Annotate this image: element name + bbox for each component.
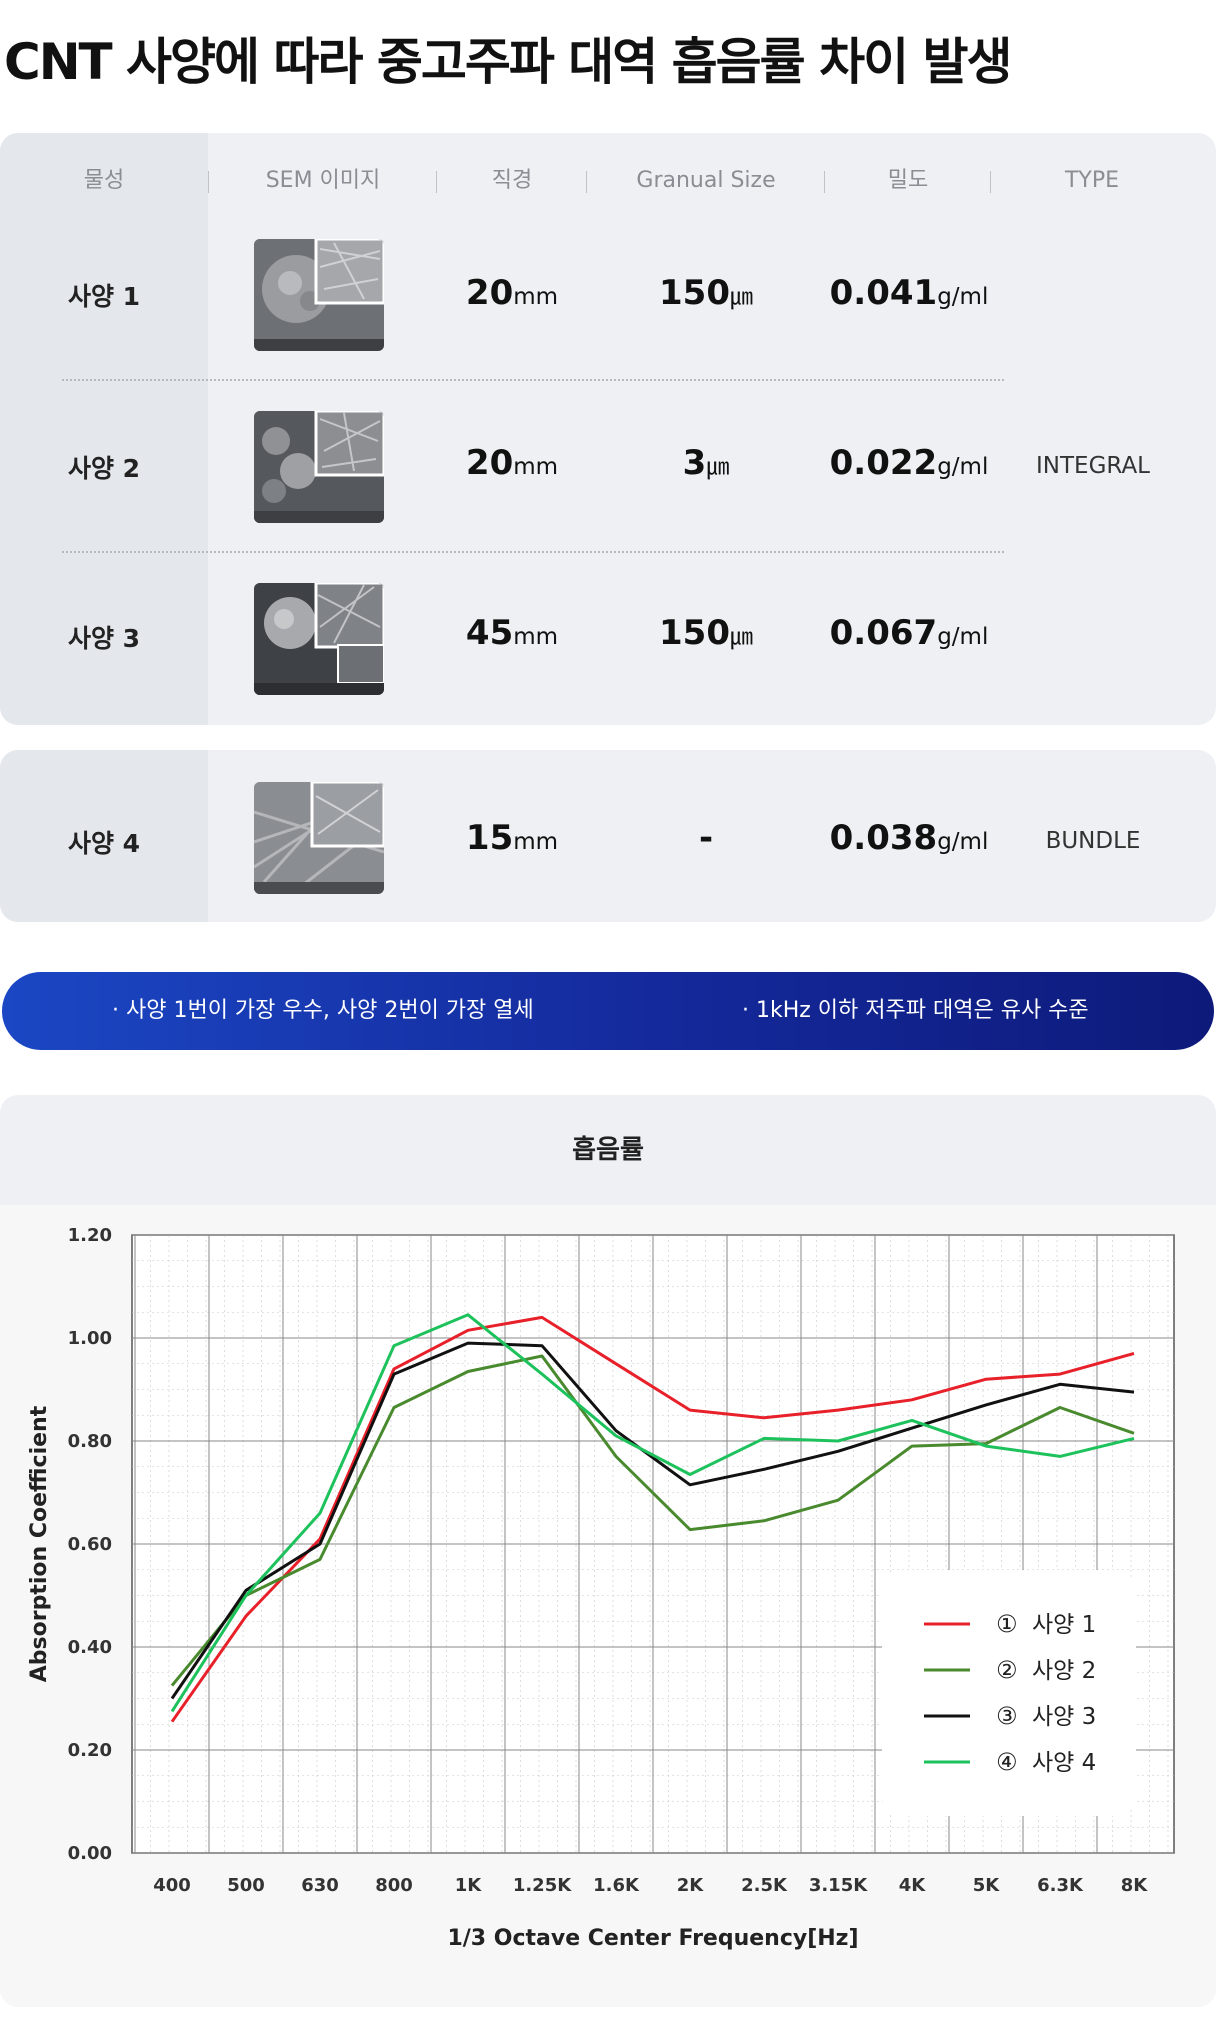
y-tick-label: 0.80 (68, 1431, 112, 1452)
legend-marker-2: ② (996, 1656, 1018, 1684)
x-tick-label: 400 (153, 1875, 191, 1896)
legend-marker-4: ④ (996, 1748, 1018, 1776)
sem-image-spec1 (254, 239, 384, 351)
header-sem-image: SEM 이미지 (265, 168, 381, 193)
page-title: CNT 사양에 따라 중고주파 대역 흡음률 차이 발생 (4, 33, 1013, 91)
header-density: 밀도 (887, 168, 929, 193)
x-tick-label: 800 (375, 1875, 413, 1896)
header-diameter: 직경 (491, 168, 533, 193)
diameter-spec2: 20mm (465, 443, 559, 483)
legend-box (882, 1570, 1136, 1816)
sem-image-spec4 (254, 782, 384, 894)
chart-panel: 흡음률 0.00 0.20 0.40 0.60 0.80 1.00 1.20 400 500 63… (0, 1095, 1216, 2007)
x-axis-label: 1/3 Octave Center Frequency[Hz] (447, 1926, 858, 1951)
density-spec4: 0.038g/ml (829, 818, 989, 858)
header-type: TYPE (1064, 168, 1120, 193)
series-line-2 (170, 1354, 1135, 1687)
y-tick-label: 1.00 (68, 1328, 112, 1349)
x-tick-label: 630 (301, 1875, 339, 1896)
row-label-spec1: 사양 1 (67, 282, 141, 311)
absorption-chart: 0.00 0.20 0.40 0.60 0.80 1.00 1.20 400 500 630 800… (27, 1225, 1175, 1951)
legend-label-1: 사양 1 (1032, 1612, 1096, 1638)
series-line-4 (170, 1313, 1135, 1713)
legend-label-2: 사양 2 (1032, 1658, 1096, 1684)
x-tick-label: 8K (1121, 1875, 1149, 1896)
diameter-spec3: 45mm (465, 613, 559, 653)
chart-section-title: 흡음률 (572, 1135, 644, 1165)
header-property: 물성 (83, 168, 125, 193)
legend-label-3: 사양 3 (1032, 1704, 1096, 1730)
row-label-spec3: 사양 3 (67, 624, 141, 653)
sem-image-spec2 (254, 411, 384, 523)
y-tick-label: 0.40 (68, 1637, 112, 1658)
legend-marker-3: ③ (996, 1702, 1018, 1730)
x-tick-label: 1.25K (513, 1875, 572, 1896)
row-label-spec4: 사양 4 (67, 829, 141, 858)
y-tick-label: 0.60 (68, 1534, 112, 1555)
series-line-1 (170, 1315, 1135, 1723)
banner-right-text: · 1kHz 이하 저주파 대역은 유사 수준 (742, 998, 1089, 1023)
x-tick-label: 5K (973, 1875, 1001, 1896)
density-spec3: 0.067g/ml (829, 613, 989, 653)
density-spec1: 0.041g/ml (829, 273, 989, 313)
x-tick-label: 6.3K (1037, 1875, 1084, 1896)
density-spec2: 0.022g/ml (829, 443, 989, 483)
spec-table-panel: 물성 SEM 이미지 직경 Granual Size 밀도 TYPE 사양 1 … (0, 133, 1216, 725)
x-tick-label: 3.15K (809, 1875, 868, 1896)
y-tick-label: 1.20 (68, 1225, 112, 1246)
type-bundle: BUNDLE (1045, 828, 1141, 854)
row-label-spec2: 사양 2 (67, 454, 141, 483)
x-tick-label: 1.6K (593, 1875, 640, 1896)
legend-marker-1: ① (996, 1610, 1018, 1638)
banner-left-text: · 사양 1번이 가장 우수, 사양 2번이 가장 열세 (112, 998, 534, 1023)
granual-spec4: - (698, 818, 714, 858)
x-tick-label: 500 (227, 1875, 265, 1896)
x-tick-label: 2.5K (741, 1875, 788, 1896)
legend-label-4: 사양 4 (1032, 1750, 1096, 1776)
x-tick-label: 1K (455, 1875, 483, 1896)
granual-spec2: 3㎛ (682, 443, 730, 483)
x-tick-label: 2K (677, 1875, 705, 1896)
granual-spec1: 150㎛ (659, 273, 753, 313)
type-integral: INTEGRAL (1036, 453, 1150, 479)
header-granual-size: Granual Size (636, 168, 776, 193)
series-line-3 (170, 1341, 1135, 1700)
summary-banner: · 사양 1번이 가장 우수, 사양 2번이 가장 열세 · 1kHz 이하 저… (2, 972, 1214, 1050)
y-axis-label: Absorption Coefficient (27, 1405, 52, 1682)
x-tick-label: 4K (899, 1875, 927, 1896)
y-tick-label: 0.00 (68, 1843, 112, 1864)
y-tick-label: 0.20 (68, 1740, 112, 1761)
sem-image-spec3 (254, 583, 384, 695)
spec4-panel: 사양 4 15mm - 0.038g/ml BUNDLE (0, 750, 1216, 922)
diameter-spec4: 15mm (465, 818, 559, 858)
granual-spec3: 150㎛ (659, 613, 753, 653)
diameter-spec1: 20mm (465, 273, 559, 313)
